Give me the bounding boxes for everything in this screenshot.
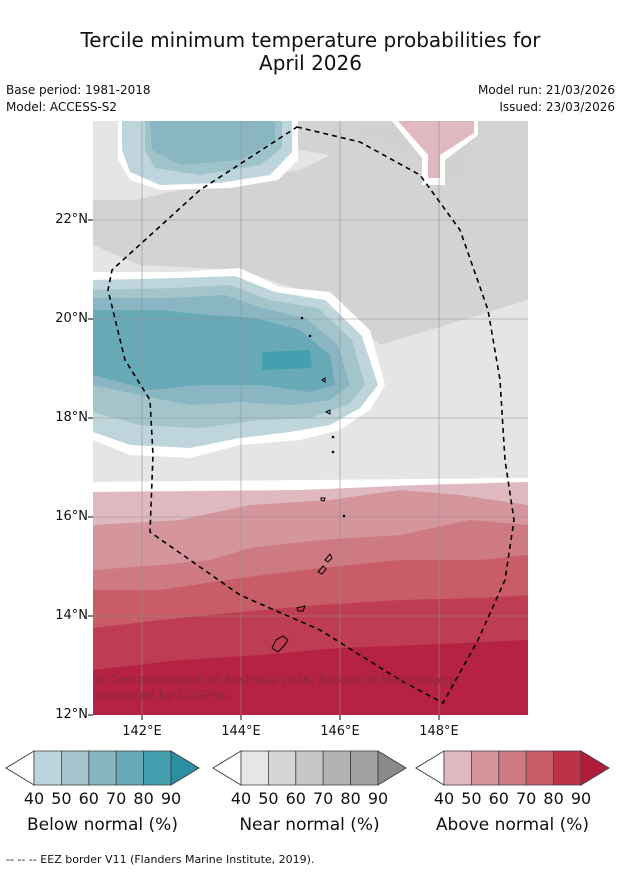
lat-label-18: 18°N — [55, 410, 88, 425]
lon-label-148: 148°E — [419, 724, 459, 739]
above-normal-colorbar-segment — [470, 750, 500, 786]
eez-border — [107, 126, 515, 705]
below-normal-tick-label: 50 — [51, 789, 72, 808]
above-normal-tick-label: 40 — [433, 789, 455, 808]
below-normal-tick-label: 60 — [78, 789, 99, 808]
above-normal-colorbar-segment — [525, 750, 555, 786]
above-normal-colorbar-segment — [553, 750, 582, 786]
lon-label-144: 144°E — [221, 724, 261, 739]
above-normal-90-south — [93, 640, 528, 715]
below-normal-tick-label: 80 — [133, 789, 154, 808]
above-normal-tick-label: 70 — [516, 789, 537, 808]
below-normal-tick-label: 70 — [106, 789, 127, 808]
below-normal-colorbar-segment — [115, 750, 144, 786]
above-normal-tick-label: 50 — [461, 789, 482, 808]
below-normal-70-middle — [93, 310, 335, 392]
colorbars — [5, 750, 610, 786]
lat-label-14: 14°N — [55, 608, 88, 623]
base-period: Base period: 1981-2018 — [6, 83, 151, 97]
title-line-2: April 2026 — [259, 51, 362, 75]
above-normal-colorbar-over — [580, 750, 610, 786]
above-normal-tick-label: 90 — [570, 789, 592, 808]
above-normal-40-top — [398, 121, 474, 178]
below-normal-colorbar-under — [5, 750, 35, 786]
near-normal-colorbar-title: Near normal (%) — [239, 815, 380, 835]
axis-ticks — [88, 219, 440, 720]
above-normal-colorbar-segment — [498, 750, 527, 786]
near-normal-colorbar-over — [377, 750, 407, 786]
above-normal-colorbar-segment — [443, 750, 472, 786]
near-normal-tick-label: 40 — [230, 789, 252, 808]
near-normal-50-region — [93, 121, 528, 345]
near-normal-colorbar-under — [212, 750, 242, 786]
below-normal-colorbar-segment — [61, 750, 90, 786]
lon-label-142: 142°E — [122, 724, 162, 739]
near-normal-colorbar-segment — [267, 750, 297, 786]
above-normal-colorbar-title: Above normal (%) — [435, 815, 590, 835]
lat-label-22: 22°N — [55, 212, 88, 227]
below-normal-80-middle — [262, 350, 312, 370]
below-normal-tick-label: 40 — [23, 789, 45, 808]
below-normal-colorbar-segment — [143, 750, 172, 786]
near-normal-colorbar-segment — [295, 750, 324, 786]
grid-lines — [93, 121, 528, 715]
above-normal-tick-label: 80 — [543, 789, 564, 808]
issued-date: Issued: 23/03/2026 — [499, 100, 615, 114]
near-normal-colorbar-segment — [240, 750, 269, 786]
near-normal-tick-label: 70 — [313, 789, 334, 808]
near-normal-tick-label: 50 — [258, 789, 279, 808]
above-normal-colorbar-under — [415, 750, 445, 786]
near-normal-band-low — [93, 455, 528, 485]
near-normal-colorbar-segment — [322, 750, 352, 786]
near-normal-colorbar-segment — [350, 750, 379, 786]
lat-label-20: 20°N — [55, 311, 88, 326]
below-normal-colorbar-segment — [88, 750, 117, 786]
eez-footnote: -- -- -- EEZ border V11 (Flanders Marine… — [6, 853, 315, 866]
model-run: Model run: 21/03/2026 — [477, 83, 615, 97]
lat-label-16: 16°N — [55, 509, 88, 524]
above-normal-tick-label: 60 — [488, 789, 509, 808]
lat-label-12: 12°N — [55, 707, 88, 722]
below-normal-colorbar-title: Below normal (%) — [27, 815, 178, 835]
near-normal-tick-label: 60 — [285, 789, 306, 808]
below-normal-colorbar-over — [170, 750, 200, 786]
model-name: Model: ACCESS-S2 — [6, 100, 118, 114]
below-normal-tick-label: 90 — [160, 789, 182, 808]
title-line-1: Tercile minimum temperature probabilitie… — [80, 28, 541, 52]
below-normal-colorbar-segment — [33, 750, 62, 786]
copyright-notice: © Commonwealth of Australia 2026, Bureau… — [94, 673, 459, 702]
lon-label-146: 146°E — [320, 724, 360, 739]
below-normal-60-top — [150, 121, 275, 165]
near-normal-tick-label: 90 — [367, 789, 389, 808]
near-normal-tick-label: 80 — [340, 789, 361, 808]
islands — [271, 316, 346, 653]
